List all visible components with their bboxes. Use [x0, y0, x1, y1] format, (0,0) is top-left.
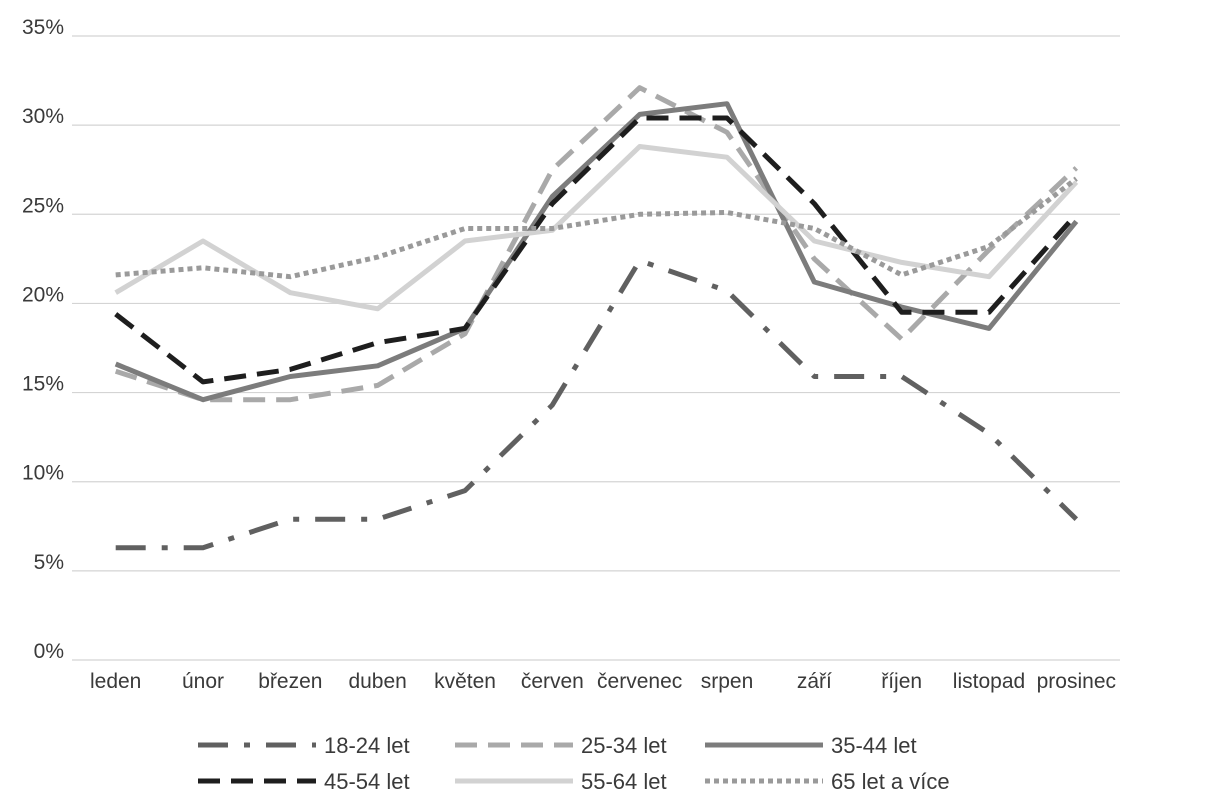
legend-label: 45-54 let — [324, 769, 410, 794]
legend-label: 18-24 let — [324, 733, 410, 758]
y-tick-label: 5% — [34, 551, 64, 574]
x-tick-label: srpen — [701, 670, 754, 693]
y-tick-label: 25% — [22, 194, 64, 217]
x-tick-label: prosinec — [1037, 670, 1116, 693]
x-tick-label: březen — [258, 670, 322, 693]
x-tick-label: květen — [434, 670, 496, 693]
legend-label: 65 let a více — [831, 769, 950, 794]
gridlines — [72, 35, 1120, 661]
legend-label: 55-64 let — [581, 769, 667, 794]
x-tick-label: listopad — [953, 670, 1025, 693]
series-line-5 — [114, 144, 1079, 312]
legend: 18-24 let 25-34 let 35-44 let 45-54 let 55-6… — [198, 733, 950, 794]
series-line-3 — [114, 101, 1079, 403]
y-tick-label: 10% — [22, 462, 64, 485]
y-axis-ticks: 0% 5% 10% 15% 20% 25% 30% 35% — [22, 16, 64, 663]
legend-label: 35-44 let — [831, 733, 917, 758]
series-lines — [114, 85, 1079, 551]
x-tick-label: duben — [348, 670, 406, 693]
series-line-2 — [114, 85, 1079, 403]
series-line-6 — [115, 176, 1078, 280]
y-tick-label: 0% — [34, 640, 64, 663]
y-tick-label: 20% — [22, 283, 64, 306]
x-axis-ticks: leden únor březen duben květen červen červenec… — [90, 670, 1116, 693]
x-tick-label: září — [797, 670, 832, 693]
x-tick-label: červen — [521, 670, 584, 693]
x-tick-label: říjen — [881, 670, 922, 693]
y-tick-label: 35% — [22, 16, 64, 39]
series-line-4 — [114, 115, 1079, 385]
x-tick-label: leden — [90, 670, 141, 693]
y-tick-label: 15% — [22, 373, 64, 396]
x-tick-label: červenec — [597, 670, 682, 693]
legend-label: 25-34 let — [581, 733, 667, 758]
x-tick-label: únor — [182, 670, 224, 693]
y-tick-label: 30% — [22, 105, 64, 128]
series-line-1 — [115, 258, 1079, 551]
